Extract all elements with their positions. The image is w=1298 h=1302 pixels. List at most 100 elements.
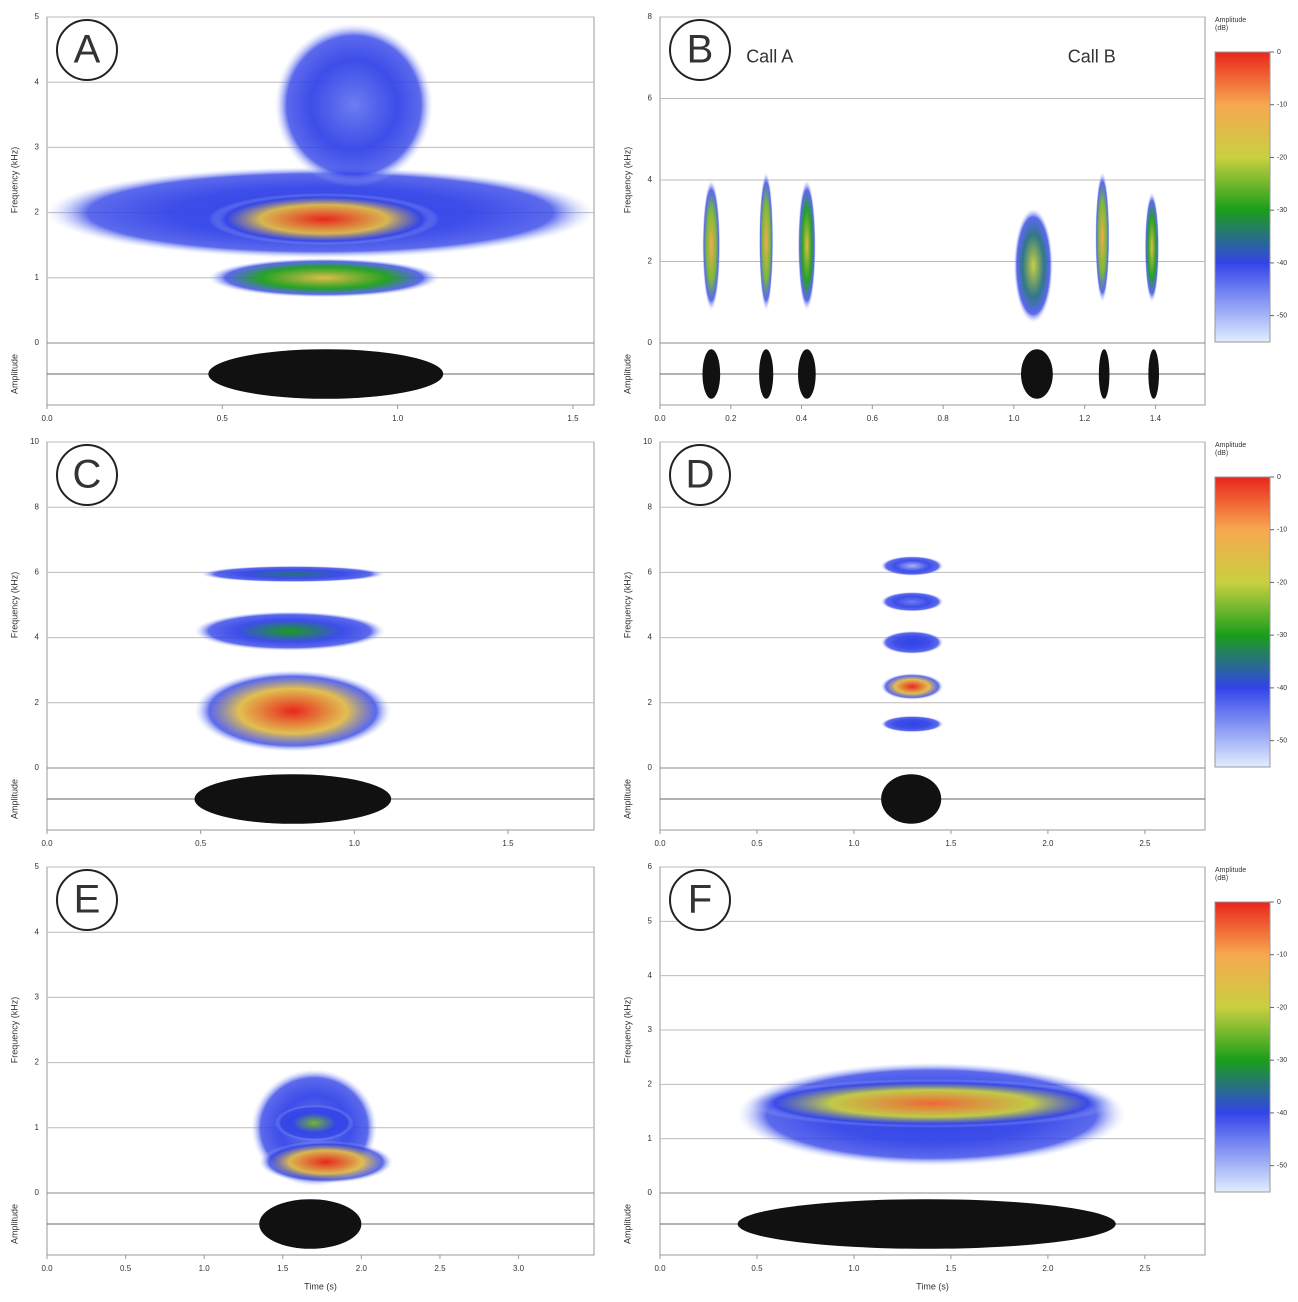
colorbar-tick-label: -50 xyxy=(1277,1162,1287,1169)
x-tick-label: 0.5 xyxy=(751,839,763,848)
waveform-envelope xyxy=(259,1199,362,1249)
x-tick-label: 0.4 xyxy=(796,414,808,423)
spectral-band xyxy=(274,1104,354,1141)
panel-label-circle xyxy=(56,444,118,506)
y-tick-label: 0 xyxy=(648,1188,653,1197)
y-tick-label: 6 xyxy=(648,568,653,577)
waveform-envelope xyxy=(759,349,774,399)
x-tick-label: 2.5 xyxy=(1139,1264,1151,1273)
x-tick-label: 0.0 xyxy=(41,1264,53,1273)
panel-label-text: D xyxy=(686,453,715,497)
panel-label-circle xyxy=(56,869,118,931)
waveform-envelope xyxy=(798,349,816,399)
y-tick-label: 3 xyxy=(35,993,40,1002)
annotation: Call A xyxy=(746,47,793,67)
y-axis-label: Frequency (kHz) xyxy=(9,572,19,639)
panel-label-text: A xyxy=(74,28,101,72)
colorbar-title: Amplitude xyxy=(1215,17,1246,24)
colorbar-tick-label: -40 xyxy=(1277,685,1287,692)
y-tick-label: 5 xyxy=(35,12,40,21)
y-tick-label: 4 xyxy=(35,927,40,936)
spectral-band xyxy=(881,673,944,700)
y-axis-label: Frequency (kHz) xyxy=(622,997,632,1064)
colorbar-tick-label: -10 xyxy=(1277,527,1287,534)
y-tick-label: 5 xyxy=(35,862,40,871)
x-tick-label: 1.0 xyxy=(848,1264,860,1273)
x-tick-label: 0.8 xyxy=(938,414,950,423)
x-tick-label: 1.5 xyxy=(277,1264,289,1273)
colorbar-title: (dB) xyxy=(1215,875,1228,882)
colorbar-tick-label: -20 xyxy=(1277,1004,1287,1011)
colorbar-tick-label: -40 xyxy=(1277,260,1287,267)
colorbar-tick-label: -50 xyxy=(1277,312,1287,319)
colorbar-tick-label: -20 xyxy=(1277,579,1287,586)
spectral-band xyxy=(1095,171,1110,303)
x-tick-label: 1.5 xyxy=(945,1264,957,1273)
panel-label-circle xyxy=(669,19,731,81)
spectral-band xyxy=(1144,192,1159,303)
colorbar-tick-label: -10 xyxy=(1277,102,1287,109)
x-tick-label: 1.0 xyxy=(392,414,404,423)
colorbar-tick-label: -10 xyxy=(1277,952,1287,959)
colorbar-title: Amplitude xyxy=(1215,867,1246,874)
spectral-band xyxy=(200,565,386,583)
y-tick-label: 2 xyxy=(35,698,40,707)
x-tick-label: 0.0 xyxy=(654,839,666,848)
y-tick-label: 0 xyxy=(648,338,653,347)
x-tick-label: 1.5 xyxy=(567,414,579,423)
y-tick-label: 1 xyxy=(35,273,40,282)
panel-label-text: F xyxy=(688,878,712,922)
spectral-band xyxy=(881,631,944,654)
colorbar-tick-label: -30 xyxy=(1277,632,1287,639)
waveform-envelope xyxy=(737,1199,1116,1249)
y-tick-label: 8 xyxy=(35,502,40,511)
y-tick-label: 4 xyxy=(648,175,653,184)
x-tick-label: 2.5 xyxy=(434,1264,446,1273)
y-tick-label: 4 xyxy=(648,633,653,642)
spectral-band xyxy=(274,23,433,187)
spectral-band xyxy=(208,258,440,298)
y-tick-label: 0 xyxy=(648,763,653,772)
panel-label-text: C xyxy=(73,453,102,497)
spectral-band xyxy=(259,1140,393,1184)
annotation: Call B xyxy=(1068,47,1116,67)
x-tick-label: 0.5 xyxy=(120,1264,132,1273)
y-axis-label: Frequency (kHz) xyxy=(9,997,19,1064)
x-tick-label: 0.2 xyxy=(725,414,737,423)
amplitude-label: Amplitude xyxy=(622,779,632,819)
spectral-band xyxy=(881,715,944,733)
x-tick-label: 2.0 xyxy=(1042,839,1054,848)
x-tick-label: 2.5 xyxy=(1139,839,1151,848)
y-tick-label: 4 xyxy=(35,77,40,86)
y-tick-label: 5 xyxy=(648,916,653,925)
y-tick-label: 3 xyxy=(648,1025,653,1034)
y-tick-label: 6 xyxy=(35,568,40,577)
panel-label-circle xyxy=(669,444,731,506)
spectral-band xyxy=(194,670,392,752)
panel-label: B xyxy=(669,19,731,81)
x-axis-label: Time (s) xyxy=(916,1281,949,1291)
waveform-envelope xyxy=(194,774,392,824)
y-tick-label: 1 xyxy=(35,1123,40,1132)
colorbar-tick-label: -20 xyxy=(1277,154,1287,161)
spectral-band xyxy=(798,180,816,311)
colorbar-tick-label: 0 xyxy=(1277,899,1281,906)
x-tick-label: 1.0 xyxy=(199,1264,211,1273)
y-tick-label: 4 xyxy=(35,633,40,642)
spectral-band xyxy=(759,171,774,311)
panel-label: F xyxy=(669,869,731,931)
amplitude-label: Amplitude xyxy=(622,354,632,394)
y-tick-label: 2 xyxy=(648,698,653,707)
x-tick-label: 0.0 xyxy=(41,414,53,423)
spectral-band xyxy=(881,591,944,612)
panel-label-text: E xyxy=(74,878,101,922)
y-axis-label: Frequency (kHz) xyxy=(9,147,19,214)
plot-frame xyxy=(659,866,1206,1256)
colorbar-tick-label: -40 xyxy=(1277,1110,1287,1117)
colorbar xyxy=(1214,901,1271,1193)
y-axis-label: Frequency (kHz) xyxy=(622,572,632,639)
spectral-band xyxy=(747,1078,1116,1128)
x-tick-label: 0.0 xyxy=(654,414,666,423)
waveform-envelope xyxy=(208,349,444,399)
x-tick-label: 0.5 xyxy=(751,1264,763,1273)
